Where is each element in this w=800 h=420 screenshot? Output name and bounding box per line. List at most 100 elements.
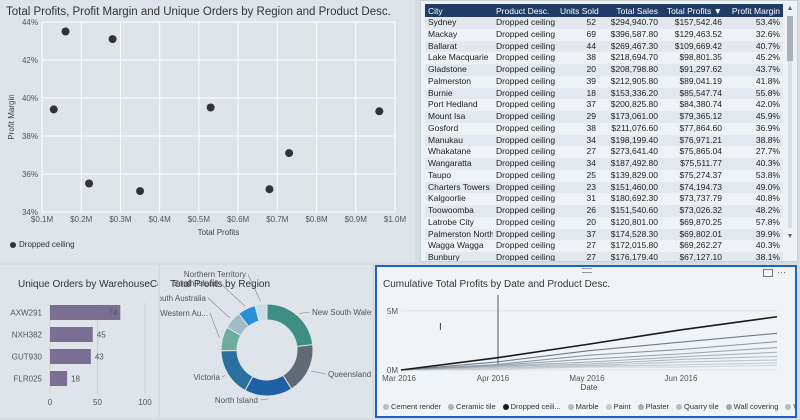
scatter-panel[interactable]: Total Profits, Profit Margin and Unique … — [0, 0, 415, 262]
legend-label: Cement render — [391, 402, 442, 411]
table-cell: 41.8% — [725, 75, 783, 88]
legend-item[interactable]: Marble — [567, 402, 599, 411]
scatter-chart[interactable]: $0.1M $0.2M $0.3M $0.4M $0.5M $0.6M $0.7M $0.8M… — [0, 0, 415, 262]
table-cell: 27.7% — [725, 146, 783, 158]
slice-label: Queensland — [328, 370, 371, 379]
table-row[interactable]: Burnie Dropped ceiling 18 $153,336.20 $85,54… — [425, 87, 783, 100]
line-series[interactable] — [400, 341, 778, 371]
legend-item[interactable]: Dropped ceili... — [502, 402, 561, 411]
legend-item[interactable]: Ceramic tile — [448, 402, 496, 411]
line-series[interactable] — [400, 364, 778, 371]
line-series[interactable] — [400, 362, 778, 371]
scatter-point[interactable] — [108, 35, 117, 44]
orders-panel[interactable]: Unique Orders by WarehouseCode 0 50 100 AXW… — [0, 265, 158, 418]
table-cell: Dropped ceiling — [493, 205, 557, 217]
table-header-total-sales[interactable]: Total Sales — [599, 4, 661, 17]
table-row[interactable]: Lake Macquarie Dropped ceiling 38 $218,694.… — [425, 52, 783, 64]
cumulative-panel[interactable]: ··· Cumulative Total Profits by Date and… — [375, 265, 797, 418]
scroll-up-icon[interactable]: ▲ — [786, 5, 794, 12]
scatter-point[interactable] — [265, 185, 274, 194]
table-cell: Dropped ceiling — [493, 99, 557, 111]
table-row[interactable]: Toowoomba Dropped ceiling 26 $151,540.60 $73… — [425, 205, 783, 217]
table-row[interactable]: Ballarat Dropped ceiling 44 $269,467.30 $109… — [425, 40, 783, 53]
legend-label: Quarry tile — [684, 402, 719, 411]
table-header-total-profits[interactable]: Total Profits ▼ — [661, 4, 725, 17]
scatter-title: Total Profits, Profit Margin and Unique … — [6, 6, 391, 18]
table-row[interactable]: Latrobe City Dropped ceiling 20 $120,801.00… — [425, 216, 783, 229]
scroll-down-icon[interactable]: ▼ — [786, 233, 794, 240]
bar[interactable] — [50, 371, 68, 386]
scatter-point[interactable] — [206, 103, 215, 112]
orders-chart[interactable]: 0 50 100 AXW291 74 NXH382 45 GUT930 43 FLR025 18 — [0, 265, 158, 418]
line-series[interactable] — [400, 359, 778, 371]
donut-slice[interactable] — [266, 303, 314, 348]
line-series[interactable] — [400, 315, 778, 371]
table-row[interactable]: Kalgoorlie Dropped ceiling 31 $180,692.30 $7… — [425, 193, 783, 205]
legend-item[interactable]: Cement render — [383, 402, 441, 411]
table-cell: 29 — [557, 111, 599, 123]
scatter-point[interactable] — [49, 105, 58, 114]
bar[interactable] — [50, 305, 121, 320]
legend-item[interactable]: Paint — [605, 402, 631, 411]
city-table[interactable]: City Product Desc. Units Sold Total Sales To… — [425, 4, 783, 261]
table-cell: 57.8% — [725, 216, 783, 229]
table-row[interactable]: Sydney Dropped ceiling 52 $294,940.70 $157,5… — [425, 17, 783, 29]
line-series[interactable] — [400, 332, 778, 371]
table-header-profit-margin[interactable]: Profit Margin — [725, 4, 783, 17]
table-row[interactable]: Manukau Dropped ceiling 34 $198,199.40 $76,9… — [425, 134, 783, 147]
table-row[interactable]: Mackay Dropped ceiling 69 $396,587.80 $129,4… — [425, 28, 783, 41]
donut-chart[interactable]: New South Wales Queensland North Island Vic… — [160, 265, 372, 418]
table-cell: Palmerston — [425, 75, 493, 88]
donut-slice[interactable] — [254, 303, 268, 322]
focus-mode-icon[interactable] — [763, 269, 773, 277]
table-row[interactable]: Gladstone Dropped ceiling 20 $208,798.80 $91… — [425, 64, 783, 76]
scroll-track[interactable] — [788, 16, 792, 228]
legend-item[interactable]: Plaster — [637, 402, 669, 411]
legend-dot-icon — [725, 403, 732, 410]
table-row[interactable]: Palmerston Dropped ceiling 39 $212,905.80 $8… — [425, 75, 783, 88]
x-tick-label: May 2016 — [569, 374, 605, 383]
table-row[interactable]: Wangaratta Dropped ceiling 34 $187,492.80 $7… — [425, 158, 783, 170]
table-row[interactable]: Charters Towers Dropped ceiling 23 $151,460… — [425, 181, 783, 194]
table-cell: Dropped ceiling — [493, 228, 557, 241]
table-header-city[interactable]: City — [425, 4, 493, 17]
table-cell: 53.4% — [725, 17, 783, 29]
table-row[interactable]: Palmerston North Dropped ceiling 37 $174,52… — [425, 228, 783, 241]
scatter-point[interactable] — [61, 27, 70, 36]
bar[interactable] — [50, 349, 91, 364]
cumulative-chart[interactable]: 0M 5M Mar 2016 Apr 2016 May 2016 Jun 2016 Date… — [377, 267, 795, 402]
table-header-product-desc[interactable]: Product Desc. — [493, 4, 557, 17]
x-tick-label: $0.8M — [305, 215, 328, 224]
donut-panel[interactable]: Total Profits by Region New South Wales Q… — [160, 265, 372, 418]
table-header-units-sold[interactable]: Units Sold — [557, 4, 599, 17]
x-tick-label: Jun 2016 — [665, 374, 698, 383]
leader-line — [311, 370, 327, 375]
drag-handle-icon[interactable] — [582, 268, 592, 273]
table-row[interactable]: Gosford Dropped ceiling 38 $211,076.60 $77,8… — [425, 122, 783, 135]
legend-item[interactable]: Wood finishing — [785, 402, 795, 411]
donut-slice[interactable] — [220, 349, 254, 392]
x-axis-title: Date — [581, 383, 598, 392]
table-scrollbar[interactable]: ▲ ▼ — [785, 4, 795, 244]
table-row[interactable]: Port Hedland Dropped ceiling 37 $200,825.80… — [425, 99, 783, 111]
scatter-point[interactable] — [85, 179, 94, 188]
scatter-point[interactable] — [285, 149, 294, 158]
table-row[interactable]: Bunbury Dropped ceiling 27 $176,179.40 $67,1… — [425, 252, 783, 261]
table-cell: Kalgoorlie — [425, 193, 493, 205]
legend-item[interactable]: Quarry tile — [676, 402, 719, 411]
scatter-point[interactable] — [375, 107, 384, 116]
y-tick-label: 44% — [22, 18, 38, 27]
bar[interactable] — [50, 327, 93, 342]
scroll-thumb[interactable] — [787, 16, 793, 61]
more-options-icon[interactable]: ··· — [777, 267, 786, 277]
table-row[interactable]: Taupo Dropped ceiling 25 $139,829.00 $75,274… — [425, 169, 783, 182]
y-tick-label: 36% — [22, 170, 38, 179]
donut-title: Total Profits by Region — [170, 279, 271, 290]
table-row[interactable]: Wagga Wagga Dropped ceiling 27 $172,015.80 $… — [425, 240, 783, 252]
legend-item[interactable]: Wall covering — [725, 402, 778, 411]
table-row[interactable]: Whakatane Dropped ceiling 27 $273,641.40 $75… — [425, 146, 783, 158]
table-panel[interactable]: City Product Desc. Units Sold Total Sales To… — [420, 0, 798, 262]
scatter-point[interactable] — [136, 187, 145, 196]
table-cell: $129,463.52 — [661, 28, 725, 41]
table-row[interactable]: Mount Isa Dropped ceiling 29 $173,061.00 $79… — [425, 111, 783, 123]
